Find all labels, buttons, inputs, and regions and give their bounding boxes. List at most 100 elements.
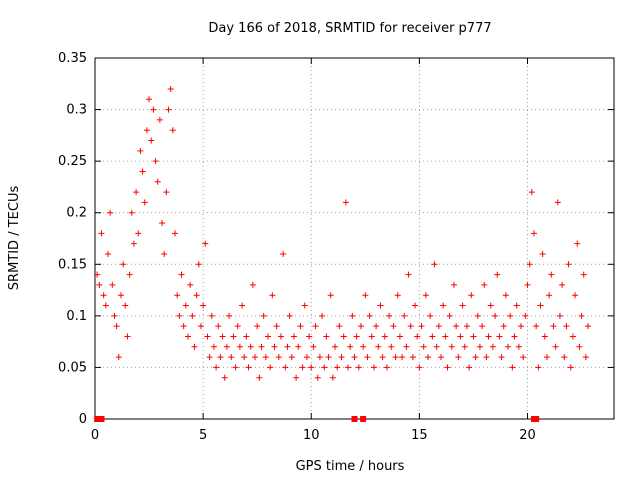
data-point	[552, 343, 559, 350]
data-point	[489, 343, 496, 350]
data-point	[256, 374, 263, 381]
data-point	[500, 323, 507, 330]
data-point	[254, 323, 261, 330]
data-point	[122, 302, 129, 309]
data-point	[364, 354, 371, 361]
data-point	[98, 230, 105, 237]
x-axis-label: GPS time / hours	[296, 459, 405, 474]
data-point	[200, 302, 207, 309]
data-point	[394, 292, 401, 299]
data-point	[139, 168, 146, 175]
y-tick-label: 0	[79, 412, 87, 427]
data-point	[375, 343, 382, 350]
data-point	[509, 364, 516, 371]
data-point	[479, 323, 486, 330]
data-points	[94, 85, 592, 381]
data-point	[461, 343, 468, 350]
zero-markers	[94, 416, 540, 422]
data-point	[271, 343, 278, 350]
data-point	[470, 333, 477, 340]
data-point	[543, 354, 550, 361]
data-point	[347, 343, 354, 350]
data-point	[485, 333, 492, 340]
data-point	[351, 354, 358, 361]
data-point	[286, 312, 293, 319]
data-point	[213, 364, 220, 371]
data-point	[381, 333, 388, 340]
data-point	[299, 364, 306, 371]
data-point	[379, 354, 386, 361]
data-point	[221, 374, 228, 381]
data-point	[487, 302, 494, 309]
data-point	[472, 354, 479, 361]
data-point	[435, 323, 442, 330]
data-point	[336, 323, 343, 330]
data-point	[277, 333, 284, 340]
data-point	[269, 292, 276, 299]
data-point	[191, 343, 198, 350]
data-point	[265, 333, 271, 340]
data-point	[262, 354, 269, 361]
zero-marker	[533, 416, 540, 422]
data-point	[563, 323, 570, 330]
data-point	[115, 354, 122, 361]
data-point	[137, 147, 144, 154]
x-tick-label: 5	[199, 428, 207, 443]
data-point	[143, 127, 150, 134]
data-point	[150, 106, 157, 113]
data-point	[275, 354, 282, 361]
data-point	[241, 354, 248, 361]
data-point	[453, 323, 460, 330]
data-point	[319, 312, 326, 319]
data-point	[117, 292, 124, 299]
data-point	[420, 343, 427, 350]
data-point	[169, 127, 176, 134]
data-point	[312, 323, 319, 330]
data-point	[215, 323, 222, 330]
data-point	[366, 312, 373, 319]
data-point	[383, 364, 390, 371]
data-point	[386, 312, 393, 319]
data-point	[223, 343, 230, 350]
data-point	[154, 178, 161, 185]
data-point	[528, 189, 535, 196]
data-point	[388, 343, 395, 350]
data-point	[107, 209, 114, 216]
data-point	[219, 333, 226, 340]
data-point	[148, 137, 155, 144]
data-point	[554, 199, 561, 206]
data-point	[550, 323, 557, 330]
data-point	[578, 312, 585, 319]
data-point	[533, 323, 540, 330]
data-point	[522, 312, 529, 319]
data-point	[236, 343, 243, 350]
data-point	[505, 343, 512, 350]
data-point	[161, 250, 168, 257]
data-point	[537, 302, 544, 309]
data-point	[165, 106, 172, 113]
data-point	[167, 85, 174, 92]
data-point	[210, 343, 217, 350]
data-point	[396, 333, 403, 340]
data-point	[195, 261, 202, 268]
data-point	[399, 354, 406, 361]
data-point	[228, 354, 235, 361]
data-point	[130, 240, 137, 247]
x-tick-label: 10	[303, 428, 320, 443]
data-point	[412, 302, 419, 309]
data-point	[303, 354, 310, 361]
data-point	[474, 312, 481, 319]
y-tick-label: 0.35	[58, 51, 87, 66]
data-point	[535, 364, 542, 371]
data-point	[433, 343, 440, 350]
data-point	[176, 312, 183, 319]
data-point	[355, 364, 362, 371]
x-tick-label: 20	[519, 428, 536, 443]
zero-marker	[94, 416, 101, 422]
data-point	[483, 354, 490, 361]
data-point	[582, 354, 589, 361]
data-point	[109, 281, 116, 288]
data-point	[295, 343, 302, 350]
data-point	[494, 271, 501, 278]
y-axis-label: SRMTID / TECUs	[7, 186, 22, 291]
